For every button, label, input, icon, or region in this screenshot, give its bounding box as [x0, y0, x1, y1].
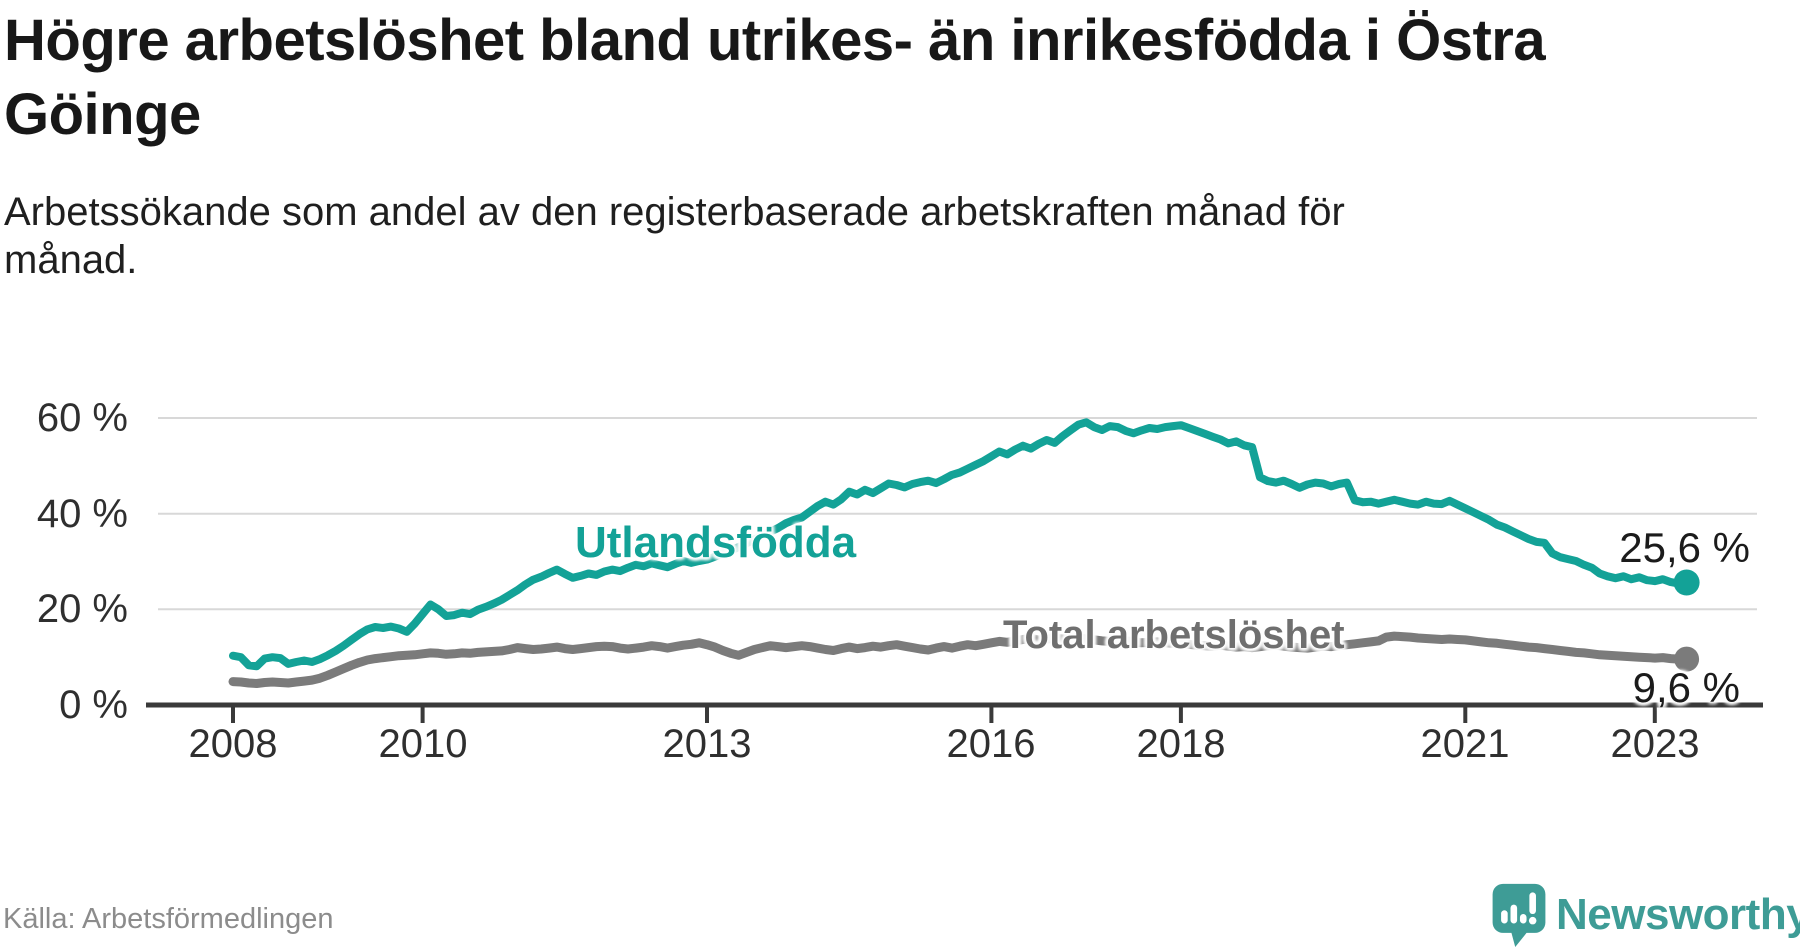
total-end-dot: [1674, 646, 1700, 672]
newsworthy-bubble-chart-icon: [1492, 883, 1546, 948]
series-label-total-arbetsloshet: Total arbetslöshet: [1003, 613, 1345, 657]
y-tick-0: 0 %: [59, 683, 128, 727]
utlandsfodda-line: [229, 418, 1691, 671]
series-label-utlandsfodda: Utlandsfödda: [575, 518, 857, 567]
newsworthy-logo: Newsworthy: [1490, 882, 1800, 948]
page-title: Högre arbetslöshet bland utrikes- än inr…: [4, 8, 1546, 147]
x-tick-2010: 2010: [378, 722, 468, 766]
page-subtitle: Arbetssökande som andel av den registerb…: [4, 190, 1345, 282]
end-value-utlandsfodda: 25,6 %: [1619, 524, 1750, 571]
end-point-dots: [1673, 569, 1700, 672]
utlandsfodda-end-dot: [1673, 569, 1700, 596]
series-lines: [228, 418, 1692, 688]
x-tick-2013: 2013: [662, 722, 752, 766]
end-value-total: 9,6 %: [1632, 664, 1740, 711]
y-tick-60: 60 %: [36, 396, 128, 440]
y-tick-40: 40 %: [36, 492, 128, 536]
x-tick-2021: 2021: [1420, 722, 1510, 766]
brand-name: Newsworthy: [1556, 890, 1800, 939]
total-arbetsloshet-line: [228, 631, 1692, 688]
x-tick-2018: 2018: [1136, 722, 1226, 766]
gridlines: [158, 417, 1757, 611]
y-tick-20: 20 %: [36, 587, 128, 631]
x-tick-2016: 2016: [946, 722, 1036, 766]
x-axis: [146, 702, 1763, 723]
x-tick-2008: 2008: [188, 722, 278, 766]
source-note: Källa: Arbetsförmedlingen: [3, 903, 334, 935]
x-tick-2023: 2023: [1610, 722, 1700, 766]
